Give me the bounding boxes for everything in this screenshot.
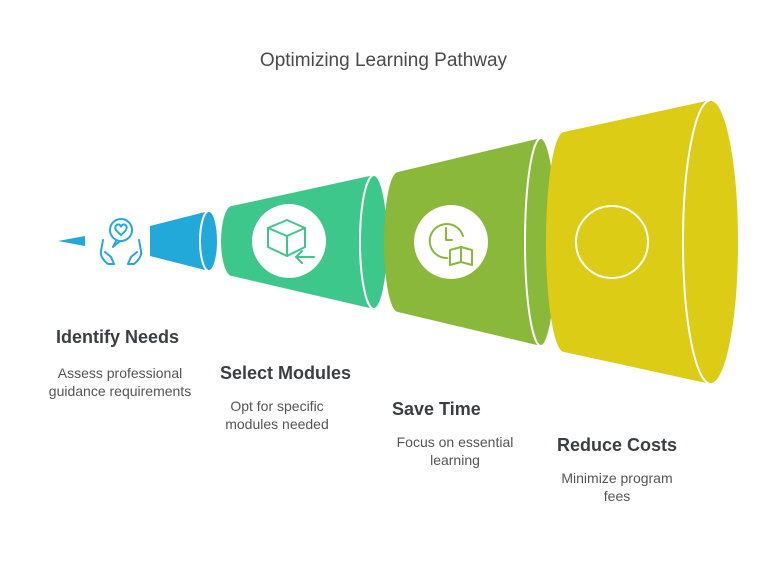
stage-3-segment	[384, 137, 558, 347]
stage-1-title: Identify Needs	[56, 327, 180, 347]
stage-1-segment	[150, 210, 219, 272]
stage-2-description: Opt for specific modules needed	[225, 398, 329, 432]
diagram-title: Optimizing Learning Pathway	[259, 50, 508, 71]
stage-3-description: Focus on essential learning	[396, 434, 514, 468]
stage-4-segment	[546, 99, 740, 385]
stage-2-segment	[221, 174, 389, 310]
clock-book-icon	[428, 223, 473, 266]
circle-icon	[575, 205, 649, 279]
funnel-tip	[58, 236, 85, 246]
heart-hands-icon	[99, 218, 143, 265]
box-arrow-icon	[267, 219, 315, 264]
stage-4-description: Minimize program fees	[561, 470, 673, 504]
stage-4-title: Reduce Costs	[557, 435, 678, 455]
stage-3-title: Save Time	[392, 399, 481, 419]
stage-1-description: Assess professional guidance requirement…	[48, 365, 192, 399]
stage-2-title: Select Modules	[220, 363, 352, 383]
